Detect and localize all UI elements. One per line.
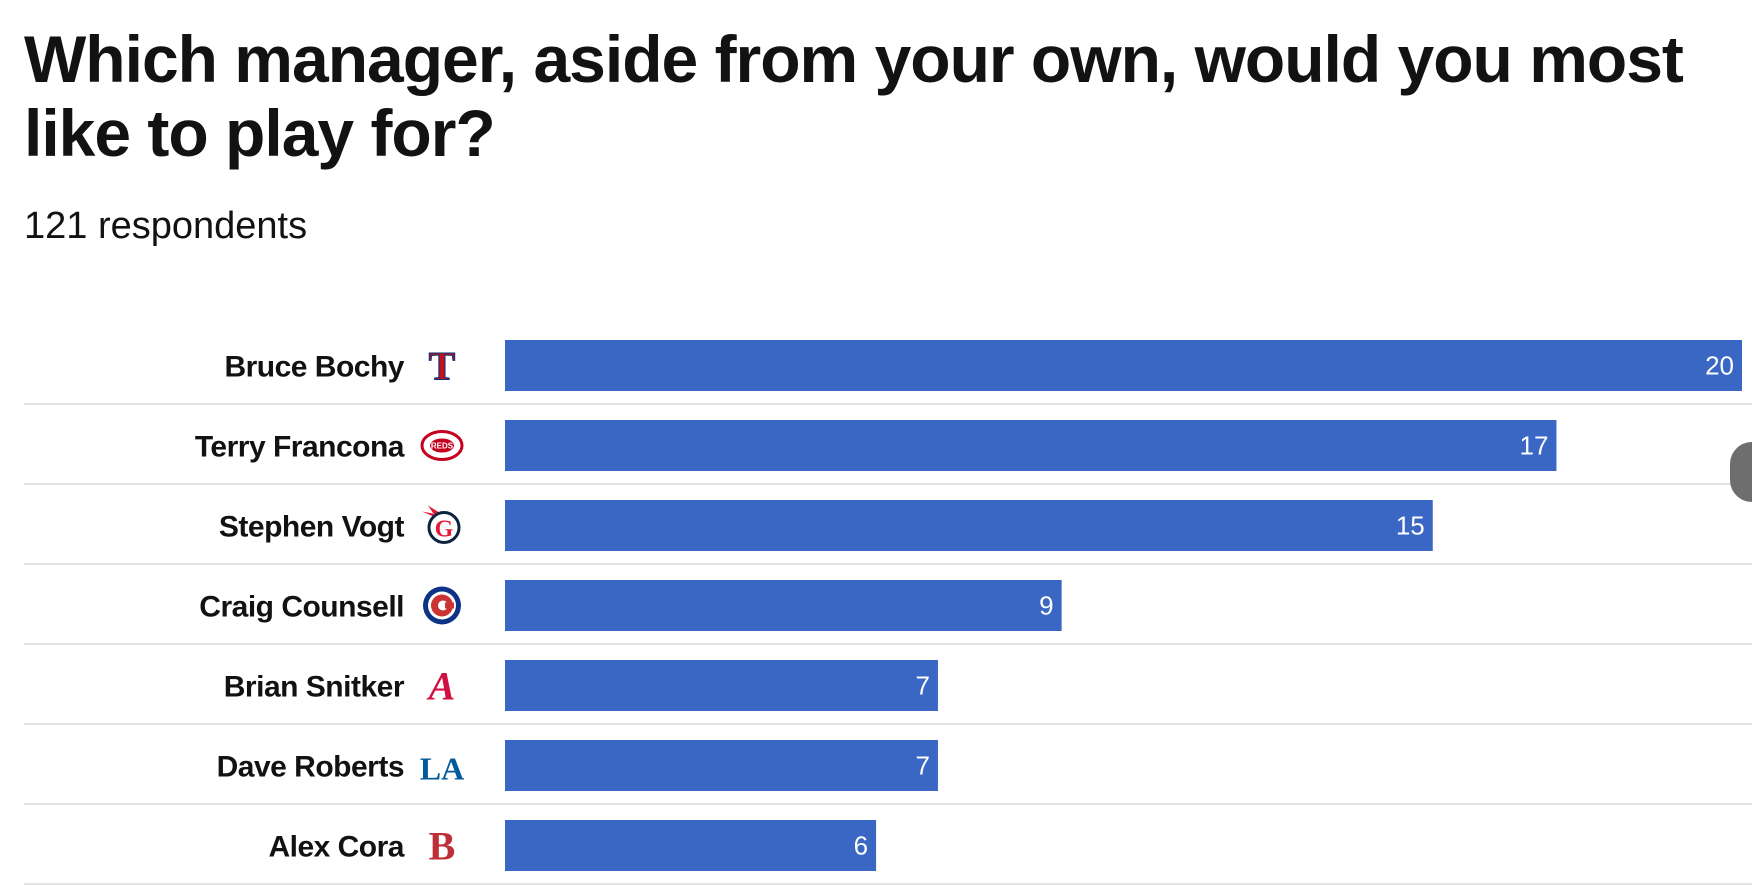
logo-text: LA xyxy=(420,751,464,787)
category-label: Craig Counsell xyxy=(199,591,404,624)
logo-text: G xyxy=(435,517,454,543)
bar xyxy=(505,420,1557,471)
value-label: 17 xyxy=(1520,431,1549,461)
dodgers-la-logo-icon: LA xyxy=(420,751,464,787)
bar xyxy=(505,660,938,711)
logo-text: B xyxy=(429,824,456,869)
category-label: Bruce Bochy xyxy=(224,351,404,384)
logo-text: REDS xyxy=(431,442,454,451)
bar xyxy=(505,820,877,871)
value-label: 20 xyxy=(1705,351,1734,381)
rangers-t-logo-icon: T xyxy=(428,343,456,389)
value-label: 15 xyxy=(1396,511,1425,541)
category-label: Alex Cora xyxy=(268,831,404,864)
guardians-g-logo-icon: G xyxy=(422,505,461,544)
bar xyxy=(505,580,1062,631)
scroll-handle[interactable] xyxy=(1730,442,1752,502)
bar xyxy=(505,500,1433,551)
value-label: 6 xyxy=(854,831,868,861)
category-label: Terry Francona xyxy=(195,431,405,464)
chart-subtitle: 121 respondents xyxy=(24,205,308,247)
reds-logo-icon: REDS xyxy=(420,430,464,461)
logo-text: A xyxy=(426,664,456,709)
chart-title: Which manager, aside from your own, woul… xyxy=(24,22,1684,170)
red-sox-b-logo-icon: B xyxy=(429,824,456,869)
logo-text: T xyxy=(429,344,456,389)
category-label: Stephen Vogt xyxy=(219,511,405,544)
bar xyxy=(505,340,1742,391)
value-label: 7 xyxy=(915,751,929,781)
category-label: Dave Roberts xyxy=(217,751,404,784)
value-label: 9 xyxy=(1039,591,1053,621)
category-label: Brian Snitker xyxy=(224,671,405,704)
value-label: 7 xyxy=(915,671,929,701)
braves-a-logo-icon: A xyxy=(426,664,456,709)
cubs-c-logo-icon xyxy=(423,586,461,625)
bar xyxy=(505,740,938,791)
